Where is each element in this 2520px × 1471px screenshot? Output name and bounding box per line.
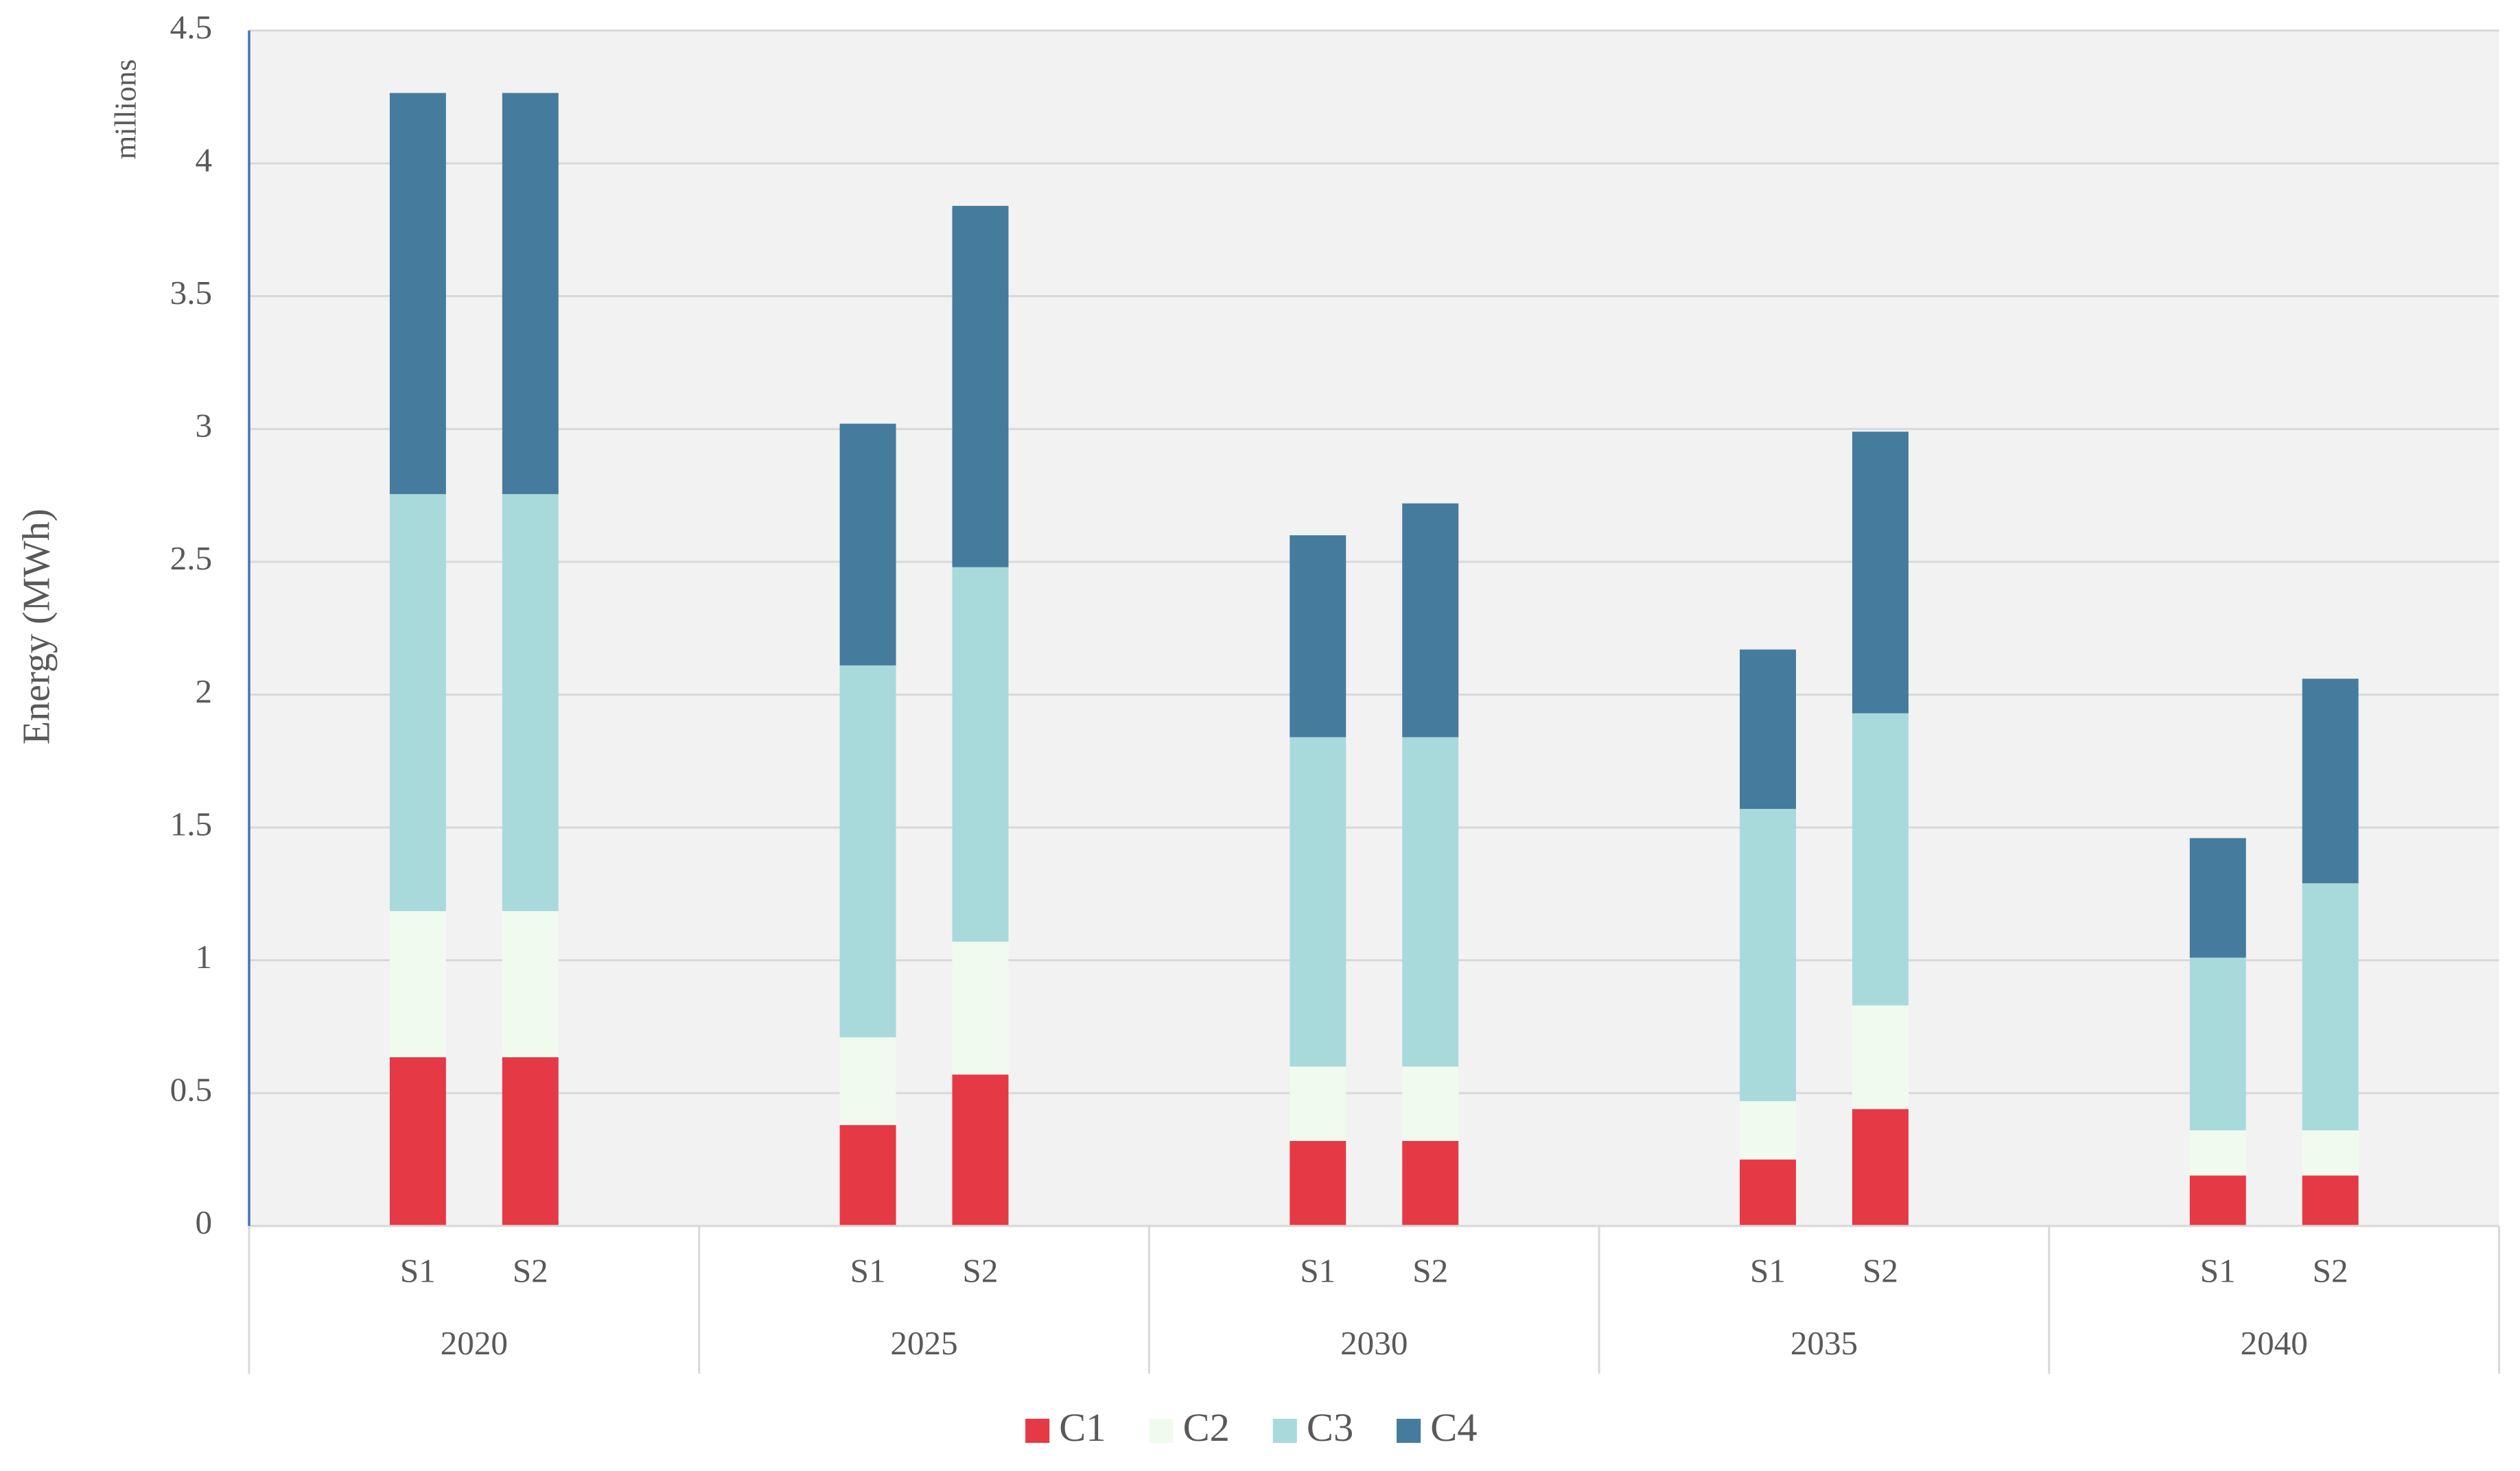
- y-tick-label: 1.5: [170, 805, 212, 843]
- bar-segment: [1740, 1160, 1797, 1226]
- group-label: 2035: [1790, 1324, 1858, 1362]
- bar-segment: [1852, 432, 1909, 714]
- x-tick-label: S1: [1750, 1251, 1786, 1289]
- bar-segment: [502, 911, 559, 1057]
- bar-segment: [952, 941, 1009, 1075]
- bar-segment: [1402, 737, 1459, 1067]
- bar-segment: [1852, 1109, 1909, 1226]
- bar-segment: [1402, 1140, 1459, 1226]
- bar-segment: [1290, 737, 1346, 1067]
- bar-segment: [2302, 1175, 2359, 1226]
- bar-segment: [1740, 1101, 1797, 1160]
- bar-segment: [952, 206, 1009, 567]
- group-label: 2025: [890, 1324, 957, 1362]
- bar-segment: [389, 911, 446, 1057]
- x-tick-label: S2: [963, 1251, 999, 1289]
- y-tick-label: 0.5: [170, 1071, 212, 1109]
- bar-segment: [389, 494, 446, 912]
- y-tick-label: 2: [196, 672, 213, 710]
- bar-segment: [839, 1125, 896, 1226]
- bar-segment: [2189, 1130, 2246, 1176]
- bar-segment: [389, 1057, 446, 1226]
- bar-segment: [839, 1037, 896, 1125]
- legend-swatch: [1397, 1418, 1421, 1443]
- x-tick-label: S1: [1300, 1251, 1335, 1289]
- x-tick-label: S2: [2313, 1251, 2348, 1289]
- plot-area: [248, 30, 2499, 1226]
- y-tick-label: 4: [196, 141, 213, 178]
- group-label: 2040: [2241, 1324, 2308, 1362]
- bar-segment: [2189, 1175, 2246, 1226]
- bar-segment: [1290, 1140, 1346, 1226]
- bar-segment: [2302, 679, 2359, 884]
- y-axis-title: Energy (MWh): [15, 508, 58, 744]
- bar-segment: [839, 665, 896, 1037]
- bar-segment: [2302, 1130, 2359, 1176]
- bar-segment: [2189, 957, 2246, 1131]
- bar-segment: [1402, 1066, 1459, 1141]
- bar-segment: [502, 93, 559, 495]
- x-tick-label: S1: [400, 1251, 436, 1289]
- bar-segment: [1852, 1005, 1909, 1109]
- group-label: 2030: [1340, 1324, 1408, 1362]
- legend-swatch: [1272, 1418, 1297, 1443]
- bar-segment: [2189, 838, 2246, 958]
- group-label: 2020: [441, 1324, 508, 1362]
- x-tick-label: S2: [1412, 1251, 1448, 1289]
- bar-segment: [2302, 883, 2359, 1131]
- bar-segment: [1740, 808, 1797, 1101]
- x-tick-label: S1: [2200, 1251, 2236, 1289]
- y-tick-label: 2.5: [170, 539, 212, 577]
- bar-segment: [1402, 503, 1459, 738]
- bar-segment: [952, 567, 1009, 942]
- legend-label: C3: [1307, 1405, 1353, 1450]
- bar-segment: [1290, 535, 1346, 738]
- y-tick-label: 0: [196, 1203, 213, 1241]
- bar-segment: [952, 1074, 1009, 1226]
- legend-label: C1: [1059, 1405, 1106, 1450]
- bar-segment: [502, 494, 559, 912]
- y-tick-label: 1: [196, 938, 213, 976]
- legend-label: C4: [1430, 1405, 1477, 1450]
- legend-label: C2: [1183, 1405, 1230, 1450]
- y-tick-label: 3.5: [170, 274, 212, 311]
- y-tick-label: 3: [196, 407, 213, 445]
- bar-segment: [502, 1057, 559, 1226]
- bar-segment: [389, 93, 446, 495]
- x-tick-label: S2: [513, 1251, 548, 1289]
- bar-segment: [1290, 1066, 1346, 1141]
- x-tick-label: S2: [1863, 1251, 1898, 1289]
- legend-swatch: [1025, 1418, 1050, 1443]
- bar-segment: [839, 423, 896, 666]
- unit-label: millions: [108, 59, 143, 159]
- bar-segment: [1852, 713, 1909, 1006]
- legend-swatch: [1149, 1418, 1174, 1443]
- x-tick-label: S1: [850, 1251, 886, 1289]
- bar-segment: [1740, 649, 1797, 809]
- y-tick-label: 4.5: [170, 8, 212, 46]
